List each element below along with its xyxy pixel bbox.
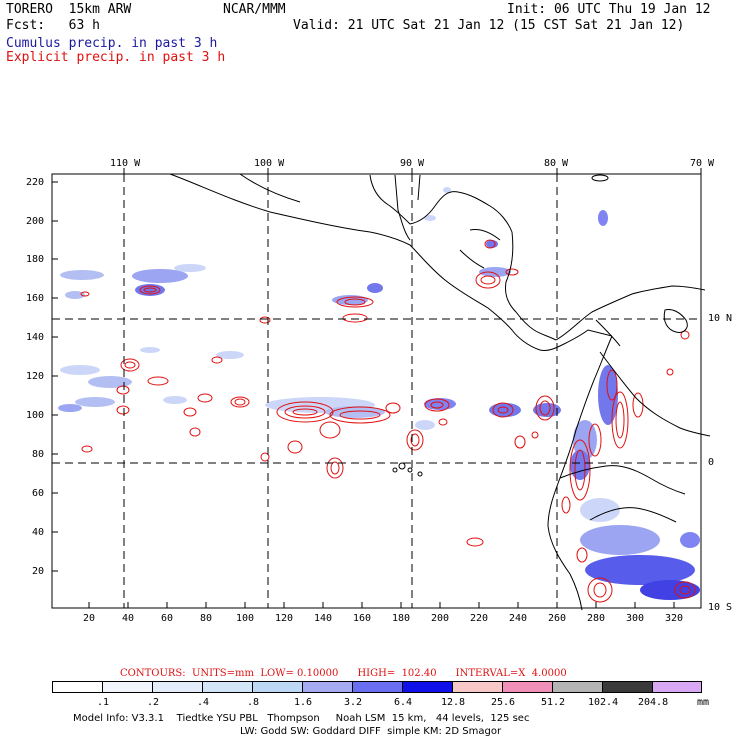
field-cumulus-label: Cumulus precip. in past 3 h — [6, 36, 218, 51]
y-tick-label: 200 — [26, 216, 45, 227]
legend-label: 204.8 — [638, 697, 669, 708]
lon-label-100w: 100 W — [254, 158, 285, 169]
model-info-line2: LW: Godd SW: Goddard DIFF simple KM: 2D … — [240, 726, 502, 737]
y-tick-label: 80 — [32, 449, 45, 460]
legend-label: 25.6 — [491, 697, 516, 708]
legend-unit: mm — [697, 697, 710, 708]
model-info-line1: Model Info: V3.3.1 Tiedtke YSU PBL Thomp… — [73, 713, 530, 724]
x-tick-label: 280 — [587, 613, 606, 624]
latlon-grid — [52, 174, 701, 608]
legend-label: 102.4 — [588, 697, 619, 708]
org-label: NCAR/MMM — [223, 2, 286, 17]
y-tick-label: 20 — [32, 566, 45, 577]
legend-swatch — [452, 681, 503, 693]
y-tick-label: 100 — [26, 410, 45, 421]
x-tick-label: 320 — [665, 613, 684, 624]
legend-label: 3.2 — [344, 697, 363, 708]
lat-label-0: 0 — [708, 457, 715, 468]
legend-swatch — [402, 681, 453, 693]
x-tick-label: 180 — [392, 613, 411, 624]
legend-swatch — [502, 681, 553, 693]
explicit-precip-contours — [80, 239, 696, 603]
x-tick-label: 20 — [83, 613, 96, 624]
legend-label: 12.8 — [441, 697, 466, 708]
x-tick-label: 300 — [626, 613, 645, 624]
axis-ticks — [52, 168, 702, 608]
map-frame — [51, 173, 702, 609]
legend-swatch — [252, 681, 303, 693]
lat-label-10n: 10 N — [708, 313, 733, 324]
legend-swatch — [152, 681, 203, 693]
y-tick-label: 180 — [26, 254, 45, 265]
legend-swatch — [552, 681, 603, 693]
x-tick-label: 160 — [353, 613, 372, 624]
x-tick-label: 260 — [548, 613, 567, 624]
lon-label-90w: 90 W — [400, 158, 425, 169]
coastlines — [169, 173, 711, 611]
legend-swatch — [352, 681, 403, 693]
legend-label: 51.2 — [541, 697, 566, 708]
model-title: TORERO 15km ARW — [6, 2, 132, 17]
legend-swatch — [102, 681, 153, 693]
legend-label: .8 — [247, 697, 260, 708]
lon-label-70w: 70 W — [690, 158, 715, 169]
legend-label: 1.6 — [294, 697, 313, 708]
field-explicit-label: Explicit precip. in past 3 h — [6, 50, 226, 65]
legend-swatch — [202, 681, 253, 693]
contour-info: CONTOURS: UNITS=mm LOW= 0.10000 HIGH= 10… — [120, 668, 567, 679]
x-tick-label: 140 — [314, 613, 333, 624]
lon-label-80w: 80 W — [544, 158, 569, 169]
legend-swatch — [602, 681, 653, 693]
forecast-hour: Fcst: 63 h — [6, 18, 100, 33]
x-tick-label: 120 — [275, 613, 294, 624]
x-tick-label: 200 — [431, 613, 450, 624]
y-tick-label: 120 — [26, 371, 45, 382]
legend-label: .2 — [147, 697, 160, 708]
legend-label: 6.4 — [394, 697, 413, 708]
y-tick-label: 60 — [32, 488, 45, 499]
legend-swatch — [52, 681, 103, 693]
x-tick-label: 100 — [236, 613, 255, 624]
y-tick-label: 220 — [26, 177, 45, 188]
legend-swatch — [302, 681, 353, 693]
x-tick-label: 40 — [122, 613, 135, 624]
init-time: Init: 06 UTC Thu 19 Jan 12 — [507, 2, 711, 17]
x-tick-label: 240 — [509, 613, 528, 624]
y-tick-label: 160 — [26, 293, 45, 304]
y-tick-label: 140 — [26, 332, 45, 343]
legend-label: .1 — [97, 697, 110, 708]
y-tick-label: 40 — [32, 527, 45, 538]
legend-label: .4 — [197, 697, 210, 708]
lon-label-110w: 110 W — [110, 158, 141, 169]
lat-label-10s: 10 S — [708, 602, 733, 613]
x-tick-label: 220 — [470, 613, 489, 624]
x-tick-label: 80 — [200, 613, 213, 624]
legend-swatch — [652, 681, 702, 693]
x-tick-label: 60 — [161, 613, 174, 624]
cumulus-precip-shading — [58, 187, 700, 600]
valid-time: Valid: 21 UTC Sat 21 Jan 12 (15 CST Sat … — [293, 18, 685, 33]
